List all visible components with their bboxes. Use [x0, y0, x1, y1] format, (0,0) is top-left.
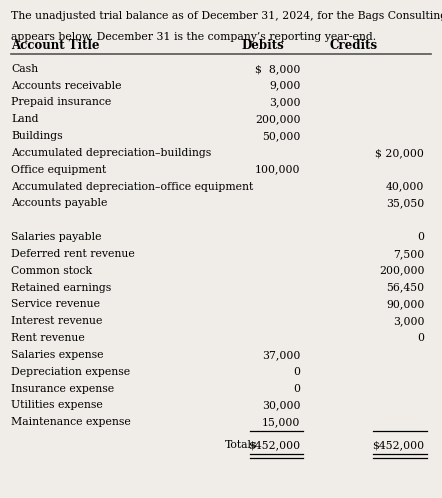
Text: Land: Land	[11, 114, 38, 124]
Text: Salaries payable: Salaries payable	[11, 232, 102, 242]
Text: Maintenance expense: Maintenance expense	[11, 417, 131, 427]
Text: Buildings: Buildings	[11, 131, 63, 141]
Text: 7,500: 7,500	[393, 249, 424, 259]
Text: Retained earnings: Retained earnings	[11, 282, 111, 292]
Text: 37,000: 37,000	[262, 350, 301, 360]
Text: Office equipment: Office equipment	[11, 165, 106, 175]
Text: 35,050: 35,050	[386, 198, 424, 208]
Text: 200,000: 200,000	[379, 266, 424, 276]
Text: 0: 0	[417, 232, 424, 242]
Text: Credits: Credits	[330, 39, 377, 52]
Text: Prepaid insurance: Prepaid insurance	[11, 98, 111, 108]
Text: 90,000: 90,000	[386, 299, 424, 309]
Text: 200,000: 200,000	[255, 114, 301, 124]
Text: 30,000: 30,000	[262, 400, 301, 410]
Text: 15,000: 15,000	[262, 417, 301, 427]
Text: Interest revenue: Interest revenue	[11, 316, 103, 326]
Text: 0: 0	[293, 367, 301, 376]
Text: Service revenue: Service revenue	[11, 299, 100, 309]
Text: Totals: Totals	[225, 440, 257, 450]
Text: $452,000: $452,000	[372, 440, 424, 450]
Text: Rent revenue: Rent revenue	[11, 333, 85, 343]
Text: 9,000: 9,000	[269, 81, 301, 91]
Text: 40,000: 40,000	[386, 182, 424, 192]
Text: Accounts payable: Accounts payable	[11, 198, 107, 208]
Text: 50,000: 50,000	[262, 131, 301, 141]
Text: Account Title: Account Title	[11, 39, 99, 52]
Text: $452,000: $452,000	[248, 440, 301, 450]
Text: Accumulated depreciation–office equipment: Accumulated depreciation–office equipmen…	[11, 182, 253, 192]
Text: Accounts receivable: Accounts receivable	[11, 81, 122, 91]
Text: The unadjusted trial balance as of December 31, 2024, for the Bags Consulting Co: The unadjusted trial balance as of Decem…	[11, 11, 442, 21]
Text: Cash: Cash	[11, 64, 38, 74]
Text: Common stock: Common stock	[11, 266, 92, 276]
Text: Insurance expense: Insurance expense	[11, 383, 114, 393]
Text: $  8,000: $ 8,000	[255, 64, 301, 74]
Text: Accumulated depreciation–buildings: Accumulated depreciation–buildings	[11, 148, 211, 158]
Text: $ 20,000: $ 20,000	[375, 148, 424, 158]
Text: 0: 0	[417, 333, 424, 343]
Text: Debits: Debits	[242, 39, 284, 52]
Text: 3,000: 3,000	[393, 316, 424, 326]
Text: 0: 0	[293, 383, 301, 393]
Text: 3,000: 3,000	[269, 98, 301, 108]
Text: 56,450: 56,450	[386, 282, 424, 292]
Text: Utilities expense: Utilities expense	[11, 400, 103, 410]
Text: 100,000: 100,000	[255, 165, 301, 175]
Text: Depreciation expense: Depreciation expense	[11, 367, 130, 376]
Text: appears below. December 31 is the company’s reporting year-end.: appears below. December 31 is the compan…	[11, 32, 376, 42]
Text: Salaries expense: Salaries expense	[11, 350, 103, 360]
Text: Deferred rent revenue: Deferred rent revenue	[11, 249, 135, 259]
